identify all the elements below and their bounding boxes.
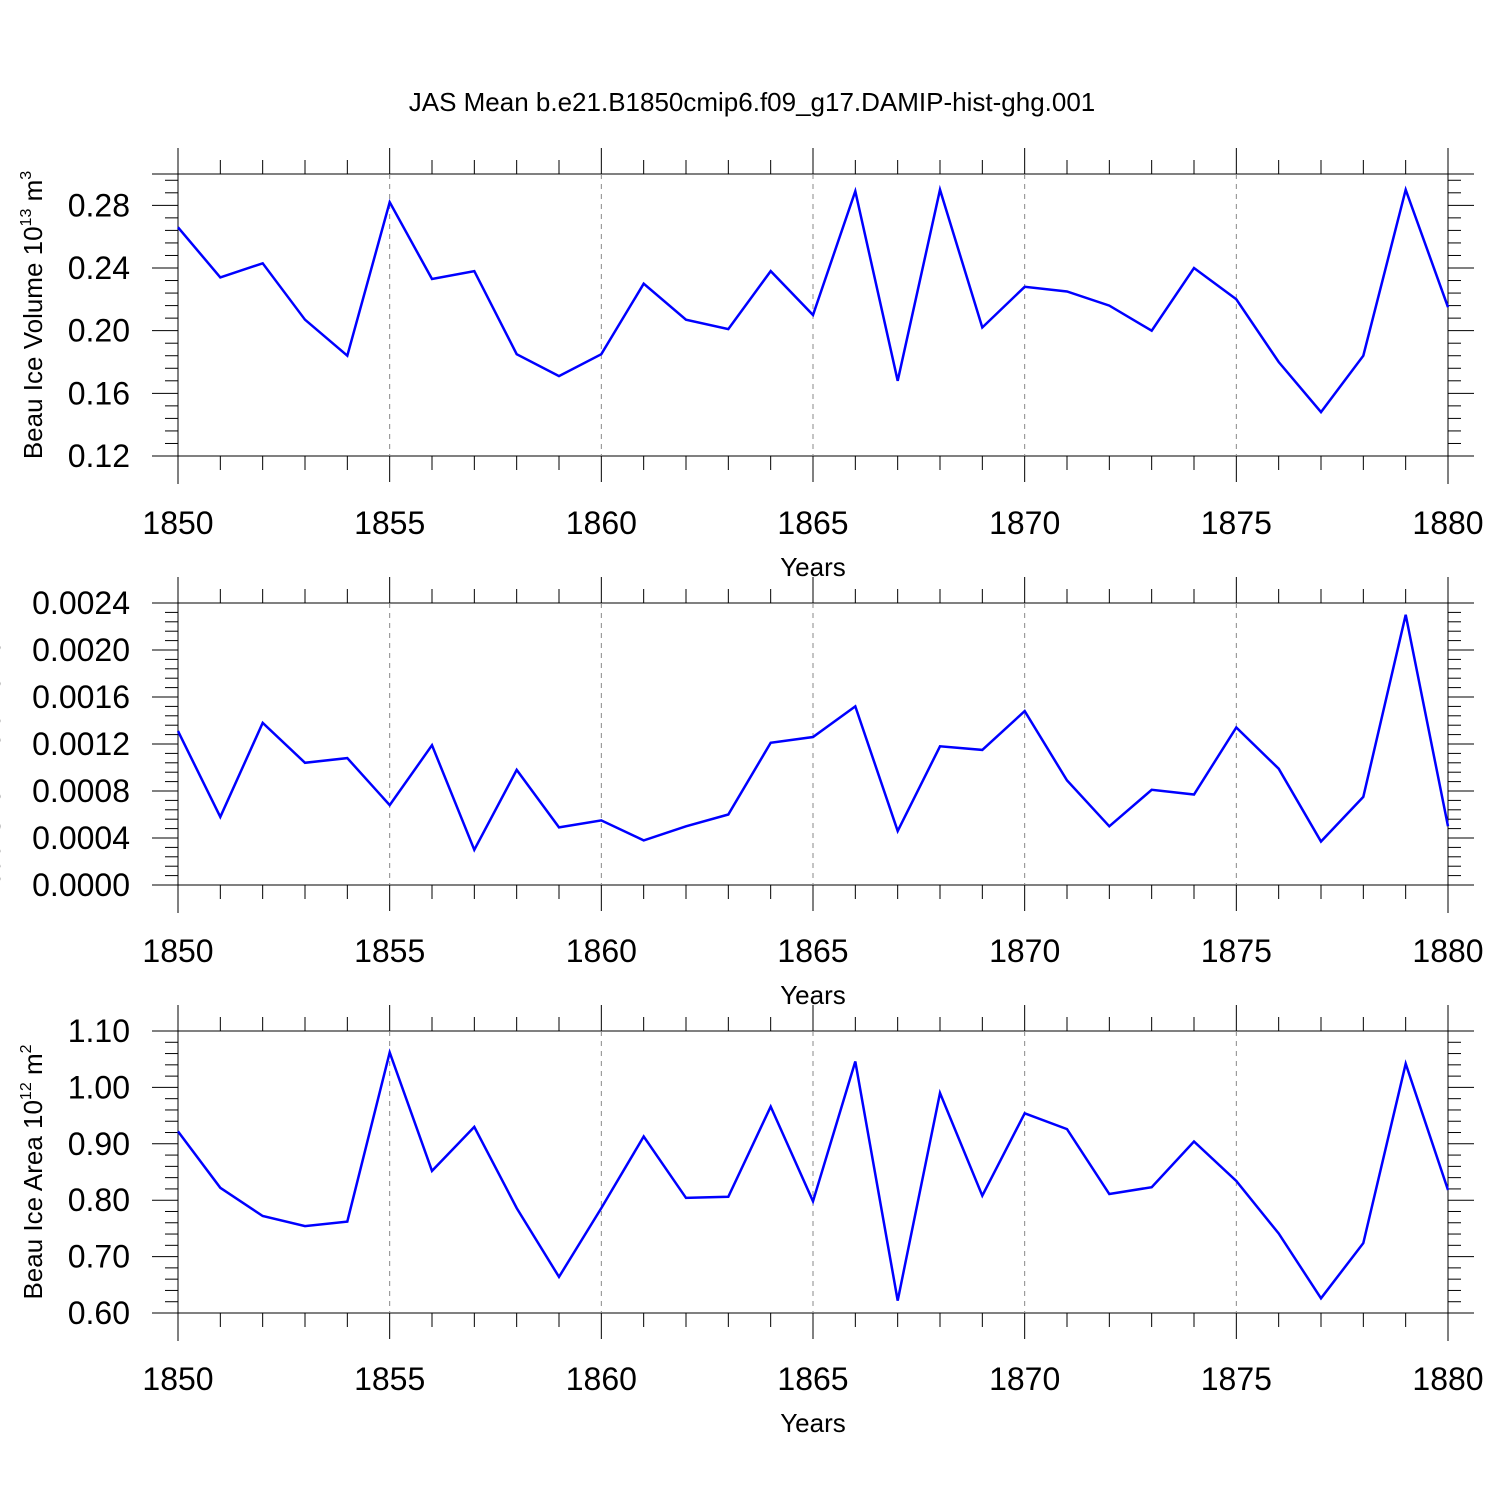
x-tick-label: 1855 xyxy=(354,1361,425,1397)
y-tick-label: 1.00 xyxy=(68,1069,130,1105)
x-tick-label: 1850 xyxy=(142,1361,213,1397)
x-tick-label: 1865 xyxy=(777,505,848,541)
x-tick-label: 1860 xyxy=(566,505,637,541)
x-tick-label: 1880 xyxy=(1412,505,1483,541)
y-axis-title-part: Beau Ice Area 10 xyxy=(18,1100,48,1299)
y-tick-label: 0.90 xyxy=(68,1126,130,1162)
y-tick-label: 0.0008 xyxy=(32,773,130,809)
y-tick-label: 1.10 xyxy=(68,1013,130,1049)
x-tick-label: 1865 xyxy=(777,933,848,969)
chart-panel-1: 1850 1855 1860 1865 1870 1875 1880 0.12 0.16 0.20… xyxy=(18,148,1484,582)
y-tick-label: 0.0000 xyxy=(32,867,130,903)
x-tick-label: 1855 xyxy=(354,505,425,541)
y-tick-label: 0.16 xyxy=(68,375,130,411)
x-tick-label: 1870 xyxy=(989,933,1060,969)
x-tick-label: 1870 xyxy=(989,505,1060,541)
chart-title: JAS Mean b.e21.B1850cmip6.f09_g17.DAMIP-… xyxy=(409,87,1096,117)
y-tick-label: 0.70 xyxy=(68,1239,130,1275)
x-tick-label: 1850 xyxy=(142,933,213,969)
x-tick-label: 1855 xyxy=(354,933,425,969)
x-tick-label: 1875 xyxy=(1201,505,1272,541)
x-tick-label: 1880 xyxy=(1412,933,1483,969)
y-axis-title-part: m xyxy=(18,180,48,209)
y-axis-title-part: Beau Snow Volume 10 xyxy=(0,640,6,903)
y-tick-label: 0.0004 xyxy=(32,820,130,856)
y-tick-label: 0.24 xyxy=(68,250,130,286)
x-axis-title: Years xyxy=(780,1408,846,1438)
x-tick-label: 1850 xyxy=(142,505,213,541)
x-tick-label: 1860 xyxy=(566,933,637,969)
y-axis-title-part: m xyxy=(0,594,6,623)
y-tick-label: 0.0024 xyxy=(32,585,130,621)
x-tick-label: 1860 xyxy=(566,1361,637,1397)
y-tick-label: 0.60 xyxy=(68,1295,130,1331)
y-axis-title-part: m xyxy=(18,1053,48,1082)
x-tick-label: 1870 xyxy=(989,1361,1060,1397)
y-tick-label: 0.28 xyxy=(68,187,130,223)
y-tick-label: 0.20 xyxy=(68,313,130,349)
y-tick-label: 0.0012 xyxy=(32,726,130,762)
y-axis-title: Beau Ice Volume 1013 m3 xyxy=(18,171,48,459)
x-tick-label: 1865 xyxy=(777,1361,848,1397)
y-axis-title-part: Beau Ice Volume 10 xyxy=(18,226,48,459)
y-tick-label: 0.12 xyxy=(68,438,130,474)
x-tick-label: 1875 xyxy=(1201,933,1272,969)
y-axis-title-part: 13 xyxy=(18,209,35,227)
y-tick-label: 0.0020 xyxy=(32,632,130,668)
x-tick-label: 1880 xyxy=(1412,1361,1483,1397)
x-tick-label: 1875 xyxy=(1201,1361,1272,1397)
y-tick-label: 0.0016 xyxy=(32,679,130,715)
y-axis-title-part: 12 xyxy=(18,1082,35,1100)
y-axis-title-part: 2 xyxy=(18,1044,35,1053)
y-axis-title: Beau Ice Area 1012 m2 xyxy=(18,1044,48,1299)
chart-panel-3: 1850 1855 1860 1865 1870 1875 1880 0.60 0.70 0.80… xyxy=(18,1005,1484,1438)
y-axis-title-part: 3 xyxy=(18,171,35,180)
y-axis-title: Beau Snow Volume 1013 m3 xyxy=(0,585,6,904)
y-tick-label: 0.80 xyxy=(68,1182,130,1218)
chart-panel-2: 1850 1855 1860 1865 1870 1875 1880 0.0000 0.0004… xyxy=(0,577,1484,1010)
